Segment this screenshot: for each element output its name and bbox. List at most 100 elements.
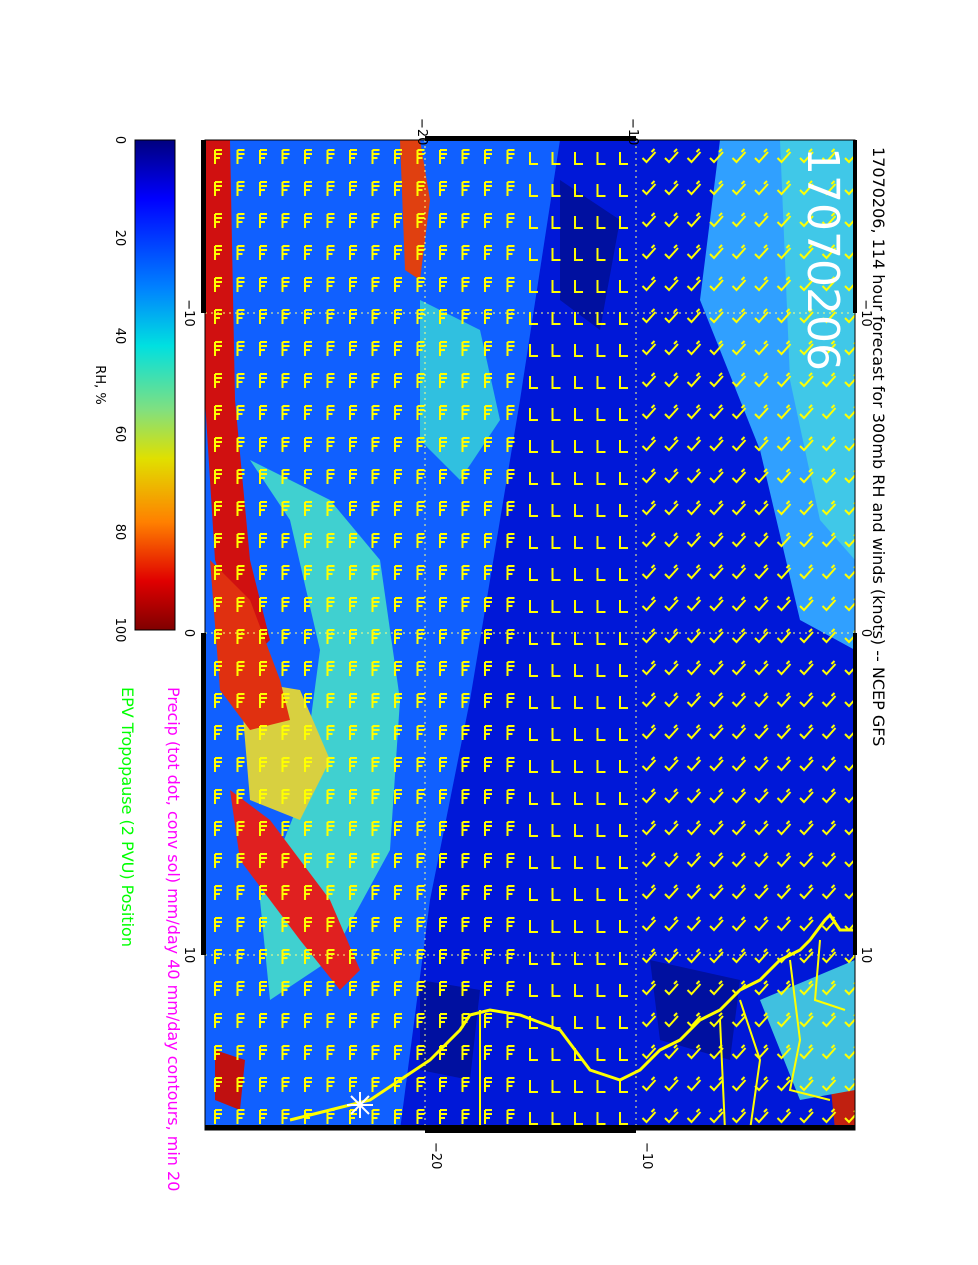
wind-barb — [641, 500, 657, 516]
wind-barb — [371, 597, 380, 612]
wind-barb — [281, 565, 290, 580]
wind-barb — [551, 888, 561, 901]
wind-barb — [214, 277, 222, 292]
wind-barb — [574, 1112, 583, 1125]
wind-barb — [214, 821, 222, 836]
wind-barb — [574, 312, 583, 325]
wind-barb — [506, 501, 515, 516]
wind-barb — [754, 596, 769, 612]
wind-barb — [259, 949, 267, 964]
wind-barb — [484, 949, 492, 964]
wind-barb — [236, 373, 245, 388]
wind-barb — [754, 436, 769, 452]
wind-barb — [574, 856, 583, 869]
wind-barb — [619, 792, 628, 805]
wind-barb — [664, 340, 679, 356]
wind-barb — [439, 1077, 447, 1092]
wind-barb — [214, 853, 222, 868]
wind-barb — [776, 884, 792, 900]
wind-barb — [551, 920, 561, 933]
wind-barb — [394, 981, 402, 996]
wind-barb — [551, 536, 561, 549]
wind-barb — [506, 789, 515, 804]
wind-barb — [439, 565, 447, 580]
wind-barb — [799, 180, 814, 196]
wind-barb — [259, 533, 267, 548]
wind-barb — [506, 437, 515, 452]
wind-barb — [259, 885, 267, 900]
wind-barb — [214, 181, 222, 196]
wind-barb — [596, 856, 606, 869]
wind-barb — [641, 564, 657, 580]
wind-barb — [529, 184, 538, 197]
wind-barb — [461, 501, 470, 516]
wind-barb — [754, 244, 769, 260]
wind-barb — [686, 692, 702, 708]
wind-barb — [731, 404, 747, 420]
wind-barb — [394, 885, 402, 900]
wind-barb — [281, 789, 290, 804]
wind-barb — [236, 693, 245, 708]
wind-barb — [281, 981, 290, 996]
wind-barb — [619, 984, 628, 997]
wind-barb — [619, 824, 628, 837]
wind-barb — [236, 565, 245, 580]
wind-barb — [619, 1016, 628, 1029]
wind-barb — [596, 216, 606, 229]
wind-barb — [686, 788, 702, 804]
wind-barb — [664, 212, 679, 228]
wind-barb — [799, 148, 814, 164]
top-tick-labels: −20 −10 — [414, 118, 640, 145]
wind-barb — [349, 693, 357, 708]
wind-barb — [686, 500, 702, 516]
map-panel — [205, 140, 855, 1130]
wind-barb — [236, 437, 245, 452]
wind-barb — [686, 1108, 702, 1124]
wind-barb — [281, 917, 290, 932]
wind-barb — [821, 884, 837, 900]
wind-barb — [664, 948, 679, 964]
wind-barb — [686, 404, 702, 420]
rh-field-red-band-west-2 — [210, 560, 290, 730]
wind-barb — [371, 981, 380, 996]
wind-barb — [326, 533, 335, 548]
wind-barb — [416, 885, 425, 900]
wind-barb — [709, 980, 724, 996]
wind-barb — [664, 532, 679, 548]
wind-barb — [596, 504, 606, 517]
wind-barb — [551, 408, 561, 421]
wind-barb — [529, 1048, 538, 1061]
wind-barb — [304, 213, 312, 228]
wind-barb — [709, 788, 724, 804]
wind-barb — [326, 949, 335, 964]
wind-barb — [506, 1045, 515, 1060]
wind-barb — [439, 277, 447, 292]
wind-barb — [461, 1077, 470, 1092]
wind-barb — [641, 756, 657, 772]
colorbar-ramp — [134, 139, 176, 631]
figure-title: 17070206, 114 hour forecast for 300mb RH… — [869, 147, 888, 746]
wind-barb — [709, 148, 724, 164]
wind-barb — [574, 472, 583, 485]
wind-barb — [574, 600, 583, 613]
wind-barb — [619, 472, 628, 485]
wind-barb — [776, 628, 792, 644]
wind-barb — [776, 276, 792, 292]
wind-barb — [529, 952, 538, 965]
wind-barb — [371, 565, 380, 580]
wind-barb — [686, 948, 702, 964]
wind-barb — [776, 244, 792, 260]
wind-barb — [304, 693, 312, 708]
wind-barb — [416, 533, 425, 548]
wind-barb — [551, 984, 561, 997]
wind-barb — [551, 568, 561, 581]
wind-barb — [349, 821, 357, 836]
wind-barb — [664, 596, 679, 612]
wind-barb — [731, 212, 747, 228]
wind-barb — [349, 373, 357, 388]
date-stamp: 17070206 — [797, 147, 848, 371]
wind-barb — [371, 1013, 380, 1028]
wind-barb — [236, 757, 245, 772]
wind-barb — [281, 821, 290, 836]
wind-barb — [776, 980, 792, 996]
